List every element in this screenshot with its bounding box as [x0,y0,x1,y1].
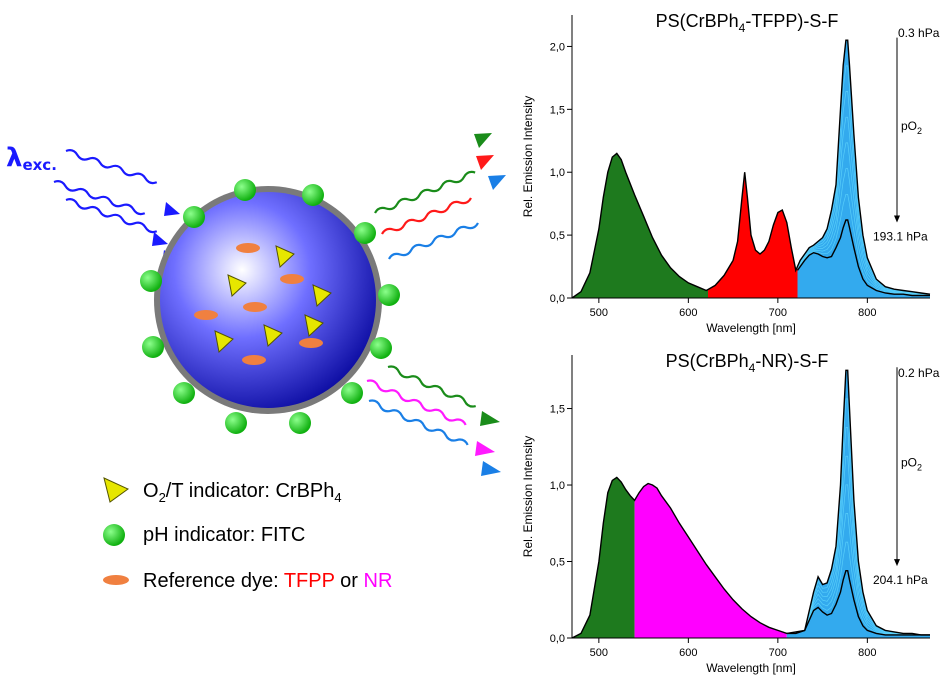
bottom-annotation: 193.1 hPa [873,230,928,244]
legend-circle-icon [103,524,125,546]
bottom-annotation: 204.1 hPa [873,573,928,587]
fitc-beads [140,179,400,434]
x-tick-label-3: 800 [858,307,876,319]
po2-arrowhead [894,215,900,223]
legend-triangle-icon [103,477,129,503]
y-tick-label-3: 1,5 [550,404,565,416]
fill-region-2 [786,370,930,638]
excitation-arrows [53,149,158,234]
chart-nr: 500 600 700 800 0,0 0,5 1,0 1,5 Wavelength [nm] R… [521,351,940,675]
x-tick-label-2: 700 [769,647,787,659]
lower-curve [796,219,930,297]
excitation-label: λexc. [6,143,57,174]
y-tick-label-0: 0,0 [550,633,565,645]
x-tick-label-0: 500 [590,647,608,659]
chart-title: PS(CrBPh4-TFPP)-S-F [656,11,839,35]
y-tick-label-4: 2,0 [550,41,565,53]
series-line-4 [797,116,931,296]
x-axis-label: Wavelength [nm] [706,321,796,335]
nanoparticle-schematic: λexc. [6,133,506,476]
emission-arrows-bottom [366,365,476,446]
fill-region-0 [572,153,708,298]
chart-title: PS(CrBPh4-NR)-S-F [666,351,829,375]
series-line-3 [797,142,930,296]
y-axis-label: Rel. Emission Intensity [521,96,535,217]
series-line-5 [797,91,931,295]
y-tick-label-3: 1,5 [550,104,565,116]
x-tick-label-1: 600 [679,647,697,659]
fill-region-1 [708,172,798,298]
legend: O2/T indicator: CrBPh4 pH indicator: FIT… [103,477,392,592]
lower-curve [786,570,930,636]
chart-tfpp: 500 600 700 800 0,0 0,5 1,0 1,5 2,0 Wavelength [n… [521,11,940,335]
x-tick-label-3: 800 [858,647,876,659]
reference-dye-ellipses [194,243,323,365]
legend-reference-label: Reference dye: TFPP or NR [143,570,392,592]
y-tick-label-2: 1,0 [550,167,565,179]
y-axis-label: Rel. Emission Intensity [521,436,535,557]
fill-region-0 [572,477,635,638]
fill-region-1 [634,483,787,638]
fill-region-2 [797,40,930,298]
legend-ph-label: pH indicator: FITC [143,524,305,546]
x-tick-label-1: 600 [679,307,697,319]
y-tick-label-1: 0,5 [550,557,565,569]
upper-curve [571,39,931,299]
y-tick-label-1: 0,5 [550,230,565,242]
y-tick-label-0: 0,0 [550,293,565,305]
po2-label: pO2 [901,456,922,473]
top-annotation: 0.2 hPa [898,366,940,380]
emission-arrowheads-top [474,133,506,190]
y-tick-label-2: 1,0 [550,480,565,492]
upper-curve [571,369,930,639]
legend-ellipse-icon [103,575,129,585]
o2-indicator-triangles [214,245,332,353]
emission-arrowheads-bottom [475,411,501,476]
x-tick-label-2: 700 [769,307,787,319]
po2-label: pO2 [901,119,922,136]
x-axis-label: Wavelength [nm] [706,661,796,675]
top-annotation: 0.3 hPa [898,26,940,40]
po2-arrowhead [894,559,900,567]
particle-core [160,192,376,408]
legend-o2-label: O2/T indicator: CrBPh4 [143,480,342,505]
x-tick-label-0: 500 [590,307,608,319]
emission-arrows-top [374,170,479,260]
series-line-2 [797,168,930,296]
